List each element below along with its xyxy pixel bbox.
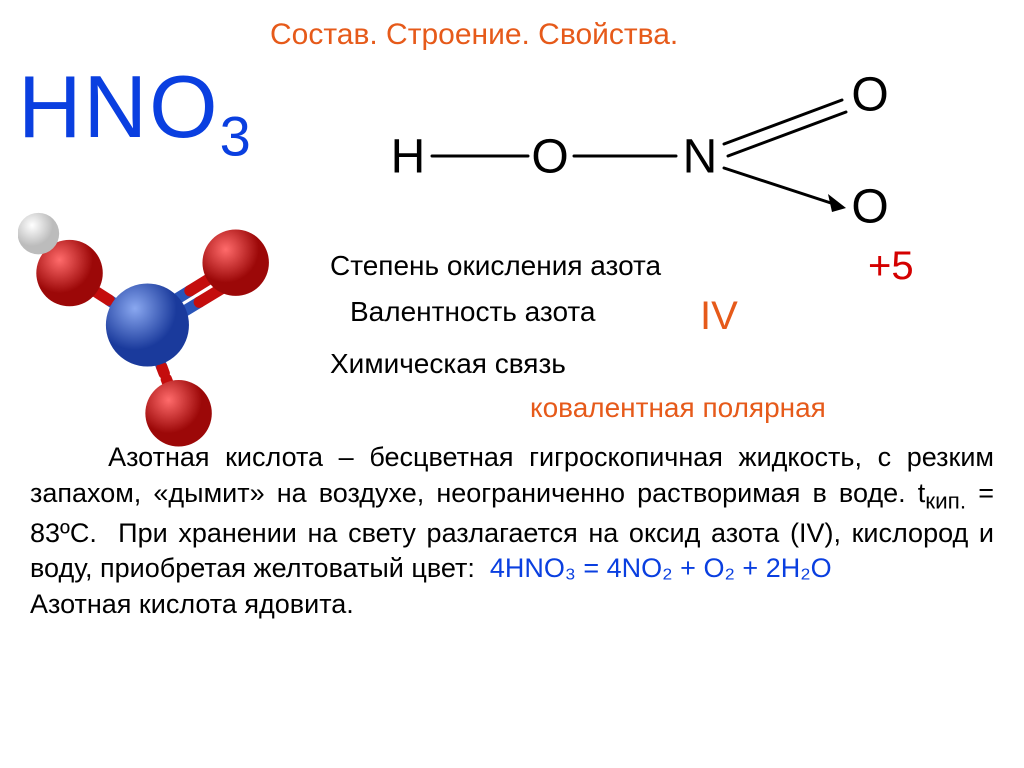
decomposition-equation: 4HNO₃ = 4NO₂ + O₂ + 2H₂O [490,553,832,583]
atom-sphere-H [18,213,59,255]
formula-sub: 3 [220,105,253,168]
bond-N-O-arrow [724,168,840,206]
desc-p1a: Азотная кислота – бесцветная гигроскопич… [30,442,994,508]
desc-p2: Азотная кислота ядовита. [30,589,354,619]
atom-O1: O [531,131,568,184]
atom-N: N [683,131,718,184]
oxidation-value: +5 [868,244,914,289]
atom-H: H [391,131,426,184]
page-title: Состав. Строение. Свойства. [270,18,678,52]
bond-N-O-arrowhead [828,194,846,212]
bond-N-O-double-2 [728,112,846,156]
atom-O3: O [851,181,888,230]
bond-type: ковалентная полярная [530,392,826,424]
molecule-3d-model [18,190,308,460]
valency-label: Валентность азота [350,296,596,328]
structural-formula: H O N O O [380,60,940,230]
description-paragraph: Азотная кислота – бесцветная гигроскопич… [30,440,994,623]
bond-label: Химическая связь [330,348,566,380]
atom-sphere-N [106,283,189,366]
valency-value: IV [700,294,738,339]
molecular-formula: HNO3 [18,56,253,169]
atom-sphere-O2 [202,229,268,295]
atom-sphere-O3 [145,380,211,446]
desc-tsub: кип. [925,488,966,513]
formula-base: HNO [18,57,220,156]
desc-indent [30,442,108,472]
bond-N-O-double-1 [724,100,842,144]
atom-O2: O [851,69,888,122]
